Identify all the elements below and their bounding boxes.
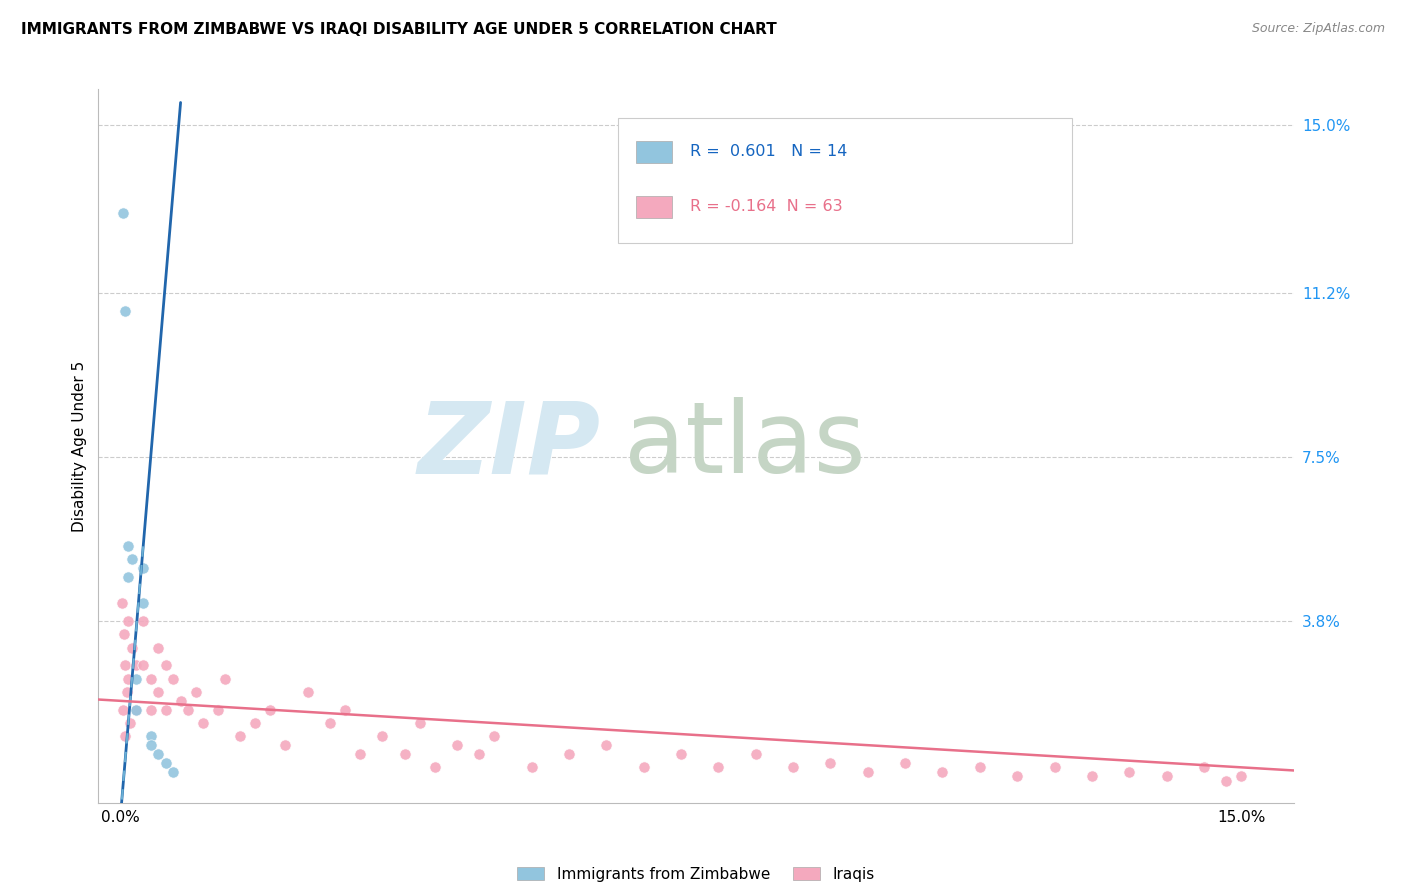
Point: [745, 747, 768, 761]
FancyBboxPatch shape: [637, 196, 672, 218]
Point: [595, 738, 617, 752]
Point: [520, 760, 543, 774]
Point: [349, 747, 371, 761]
Point: [169, 694, 191, 708]
Legend: Immigrants from Zimbabwe, Iraqis: Immigrants from Zimbabwe, Iraqis: [510, 861, 882, 888]
Point: [371, 729, 394, 743]
Point: [162, 764, 184, 779]
Point: [139, 729, 162, 743]
Point: [114, 303, 136, 318]
Text: R = -0.164  N = 63: R = -0.164 N = 63: [690, 200, 842, 214]
Point: [259, 703, 281, 717]
Point: [111, 596, 134, 610]
Text: ZIP: ZIP: [418, 398, 600, 494]
Point: [114, 729, 136, 743]
Point: [468, 747, 491, 761]
Point: [333, 703, 356, 717]
Point: [1230, 769, 1253, 783]
Point: [121, 640, 143, 655]
Point: [633, 760, 655, 774]
Point: [132, 614, 155, 628]
Point: [274, 738, 297, 752]
Text: atlas: atlas: [624, 398, 866, 494]
Point: [423, 760, 446, 774]
Point: [112, 703, 135, 717]
Point: [894, 756, 917, 770]
Point: [184, 685, 207, 699]
Point: [207, 703, 229, 717]
Point: [117, 570, 139, 584]
Point: [117, 672, 139, 686]
Point: [446, 738, 468, 752]
Point: [155, 756, 177, 770]
Point: [558, 747, 581, 761]
Point: [117, 614, 139, 628]
Point: [782, 760, 804, 774]
Point: [112, 627, 135, 641]
FancyBboxPatch shape: [619, 118, 1073, 243]
Text: Source: ZipAtlas.com: Source: ZipAtlas.com: [1251, 22, 1385, 36]
Point: [969, 760, 991, 774]
Point: [125, 703, 148, 717]
Text: IMMIGRANTS FROM ZIMBABWE VS IRAQI DISABILITY AGE UNDER 5 CORRELATION CHART: IMMIGRANTS FROM ZIMBABWE VS IRAQI DISABI…: [21, 22, 778, 37]
Point: [117, 539, 139, 553]
Point: [214, 672, 236, 686]
Point: [139, 672, 162, 686]
Point: [121, 552, 143, 566]
Point: [229, 729, 252, 743]
Point: [155, 703, 177, 717]
Point: [139, 738, 162, 752]
Point: [1005, 769, 1028, 783]
Point: [1118, 764, 1140, 779]
Point: [177, 703, 200, 717]
Point: [1156, 769, 1178, 783]
Text: R =  0.601   N = 14: R = 0.601 N = 14: [690, 145, 848, 160]
Point: [484, 729, 506, 743]
Point: [1081, 769, 1104, 783]
Point: [1215, 773, 1237, 788]
Point: [148, 685, 170, 699]
Point: [115, 685, 138, 699]
Point: [297, 685, 319, 699]
Point: [125, 672, 148, 686]
Point: [820, 756, 842, 770]
Point: [125, 703, 148, 717]
Point: [148, 640, 170, 655]
Point: [669, 747, 692, 761]
Point: [148, 747, 170, 761]
Point: [125, 658, 148, 673]
Point: [114, 658, 136, 673]
Point: [139, 703, 162, 717]
Point: [931, 764, 953, 779]
Point: [856, 764, 879, 779]
Point: [245, 716, 267, 731]
Point: [132, 596, 155, 610]
Point: [132, 658, 155, 673]
Point: [1043, 760, 1066, 774]
Point: [191, 716, 214, 731]
Point: [394, 747, 416, 761]
Y-axis label: Disability Age Under 5: Disability Age Under 5: [72, 360, 87, 532]
Point: [408, 716, 430, 731]
Point: [132, 561, 155, 575]
FancyBboxPatch shape: [637, 141, 672, 162]
Point: [155, 658, 177, 673]
Point: [319, 716, 342, 731]
Point: [112, 206, 135, 220]
Point: [118, 716, 141, 731]
Point: [162, 672, 184, 686]
Point: [707, 760, 730, 774]
Point: [1192, 760, 1215, 774]
